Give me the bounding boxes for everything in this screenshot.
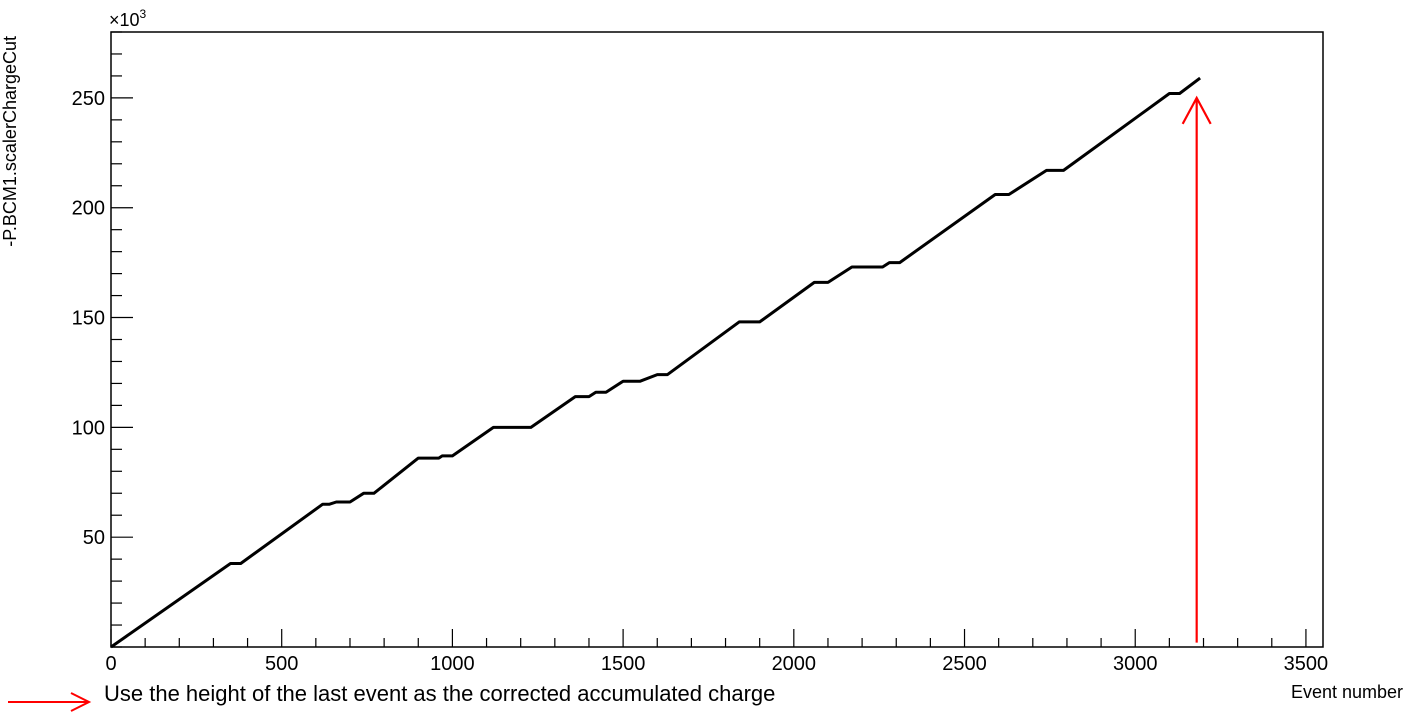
y-tick-label: 100: [72, 417, 105, 439]
y-tick-label: 250: [72, 88, 105, 110]
x-axis-title: Event number: [1291, 682, 1403, 702]
annotation-layer: [1181, 95, 1212, 643]
x-tick-label: 1000: [430, 653, 475, 675]
x-tick-label: 1500: [601, 653, 646, 675]
y-tick-label: 150: [72, 308, 105, 330]
x-tick-label: 2500: [942, 653, 987, 675]
legend-note: Use the height of the last event as the …: [8, 681, 775, 712]
x-tick-label: 500: [265, 653, 298, 675]
note-arrow-head: [70, 692, 92, 712]
y-multiplier-base: ×10: [109, 10, 140, 30]
y-multiplier-exponent: 3: [140, 7, 147, 21]
note-text: Use the height of the last event as the …: [104, 681, 775, 706]
series-layer: [110, 76, 1202, 649]
x-tick-label: 0: [105, 653, 116, 675]
x-tick-label: 3000: [1113, 653, 1158, 675]
annotation-arrow-head: [1181, 95, 1212, 125]
series-line: [110, 76, 1202, 649]
y-axis-title: -P.BCM1.scalerChargeCut: [0, 36, 20, 247]
y-tick-label: 200: [72, 198, 105, 220]
x-tick-label: 2000: [772, 653, 817, 675]
x-axis-ticks: 0 500 1000 1500 2000 2500 3000 3500: [105, 629, 1328, 675]
x-tick-label: 3500: [1284, 653, 1329, 675]
y-multiplier-label: ×103: [109, 7, 147, 30]
y-axis-ticks: 50 100 150 200 250: [72, 31, 133, 648]
y-tick-label: 50: [83, 527, 105, 549]
